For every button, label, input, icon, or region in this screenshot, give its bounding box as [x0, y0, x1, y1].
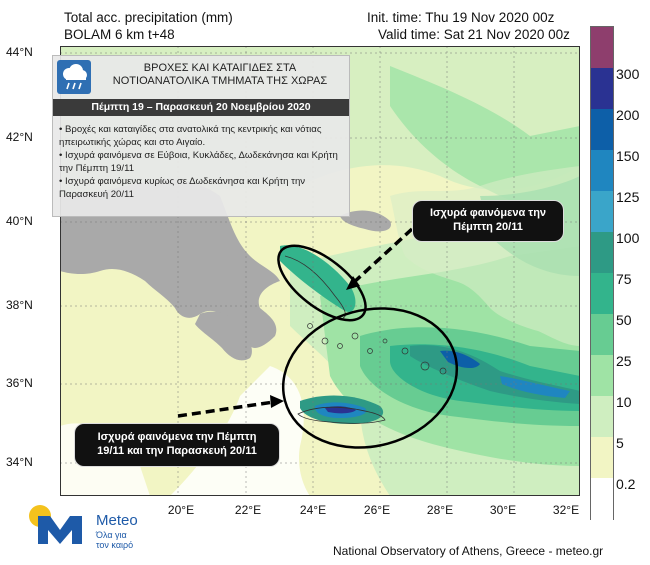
colorbar-label: 100 [616, 230, 640, 246]
lat-label: 34°N [6, 455, 33, 469]
info-box-date-range: Πέμπτη 19 – Παρασκευή 20 Νοεμβρίου 2020 [53, 99, 349, 116]
colorbar-label: 150 [616, 148, 640, 164]
lat-label: 42°N [6, 130, 33, 144]
colorbar-label: 5 [616, 435, 624, 451]
colorbar-label: 50 [616, 312, 632, 328]
lat-label: 36°N [6, 376, 33, 390]
logo-tagline: Όλα για τον καιρό [96, 530, 134, 550]
lat-label: 40°N [6, 214, 33, 228]
info-box-title: ΒΡΟΧΕΣ ΚΑΙ ΚΑΤΑΙΓΙΔΕΣ ΣΤΑ ΝΟΤΙΟΑΝΑΤΟΛΙΚΑ… [112, 62, 328, 87]
forecast-info-box: ΒΡΟΧΕΣ ΚΑΙ ΚΑΤΑΙΓΙΔΕΣ ΣΤΑ ΝΟΤΙΟΑΝΑΤΟΛΙΚΑ… [52, 55, 350, 217]
chart-title: Total acc. precipitation (mm) [64, 10, 233, 25]
callout-thursday: Ισχυρά φαινόμενα την Πέμπτη 20/11 [412, 200, 564, 242]
colorbar-label: 25 [616, 353, 632, 369]
colorbar-segment [591, 437, 613, 479]
colorbar-label: 200 [616, 107, 640, 123]
colorbar-segment [591, 68, 613, 110]
footer-credit: National Observatory of Athens, Greece -… [333, 544, 604, 558]
lat-label: 38°N [6, 298, 33, 312]
colorbar-segment [591, 27, 613, 69]
valid-time: Valid time: Sat 21 Nov 2020 00z [378, 27, 570, 42]
colorbar-segment [591, 232, 613, 274]
lon-label: 28°E [426, 503, 454, 517]
colorbar-segment [591, 355, 613, 397]
colorbar-segment [591, 109, 613, 151]
lon-label: 32°E [552, 503, 580, 517]
lon-label: 20°E [167, 503, 195, 517]
bullet-item: • Ισχυρά φαινόμενα σε Εύβοια, Κυκλάδες, … [59, 150, 338, 174]
colorbar-segment [591, 273, 613, 315]
model-label: BOLAM 6 km t+48 [64, 27, 175, 42]
lon-label: 30°E [489, 503, 517, 517]
rain-cloud-icon [57, 60, 91, 94]
colorbar-label: 300 [616, 66, 640, 82]
lon-label: 26°E [363, 503, 391, 517]
lon-label: 22°E [234, 503, 262, 517]
colorbar-label: 75 [616, 271, 632, 287]
lat-label: 44°N [6, 45, 33, 59]
lon-label: 24°E [299, 503, 327, 517]
colorbar-segment [591, 150, 613, 192]
colorbar-label: 0.2 [616, 476, 636, 492]
bullet-item: • Ισχυρά φαινόμενα κυρίως σε Δωδεκάνησα … [59, 176, 306, 200]
logo-brand-name: Meteo [96, 512, 138, 529]
precipitation-colorbar [590, 26, 614, 520]
meteo-logo-icon [29, 505, 82, 544]
colorbar-segment [591, 314, 613, 356]
bullet-item: • Βροχές και καταιγίδες στα ανατολικά τη… [59, 124, 322, 148]
colorbar-segment [591, 396, 613, 438]
colorbar-segment [591, 191, 613, 233]
init-time: Init. time: Thu 19 Nov 2020 00z [367, 10, 555, 25]
colorbar-label: 10 [616, 394, 632, 410]
colorbar-label: 125 [616, 189, 640, 205]
callout-thursday-friday: Ισχυρά φαινόμενα την Πέμπτη 19/11 και τη… [74, 423, 280, 467]
colorbar-segment [591, 478, 613, 520]
info-box-bullets: • Βροχές και καταιγίδες στα ανατολικά τη… [59, 124, 345, 203]
